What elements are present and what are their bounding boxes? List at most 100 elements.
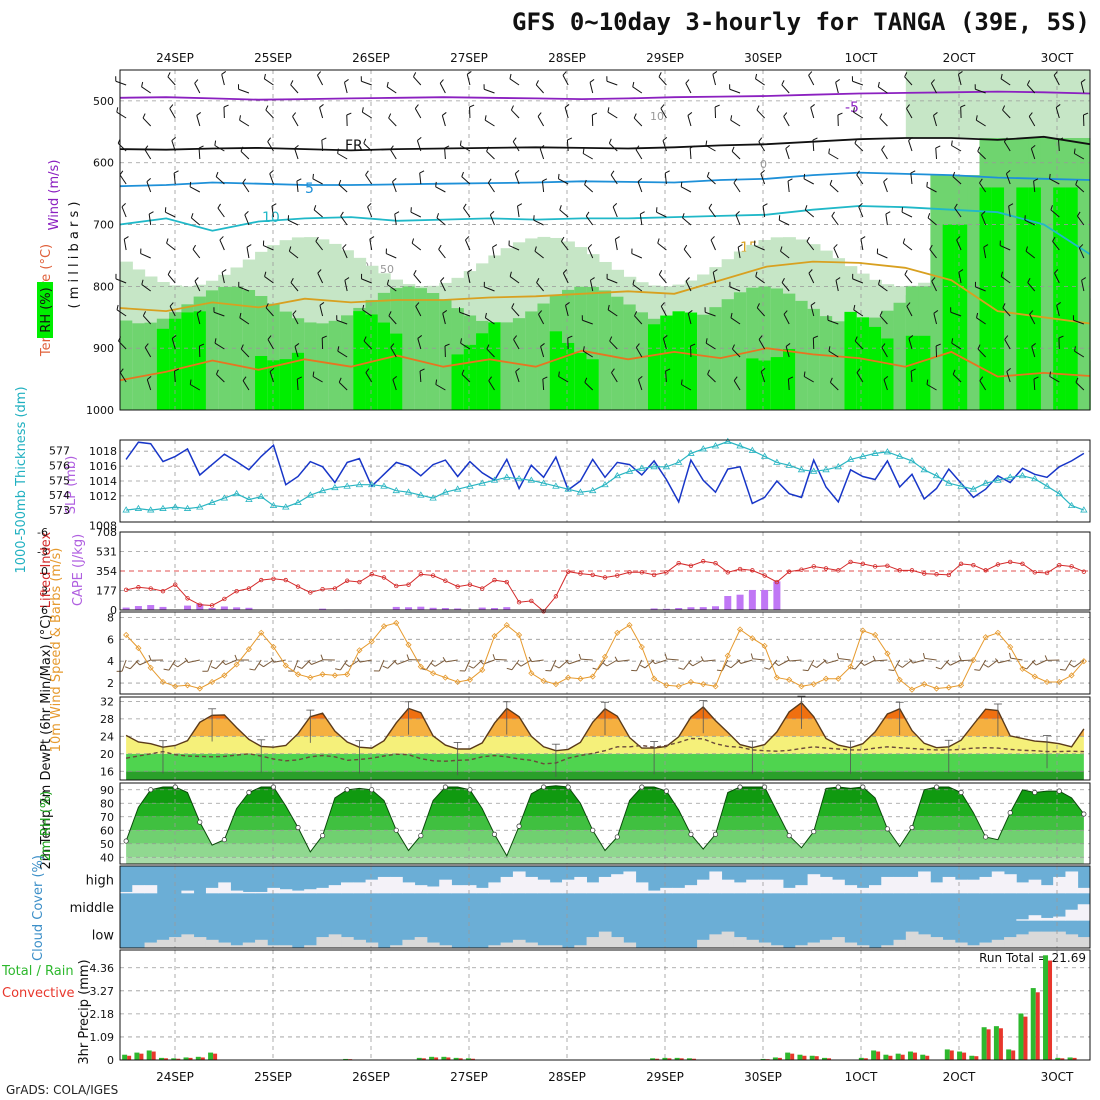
wind-barb — [614, 239, 618, 251]
rh-mid-cell — [893, 302, 907, 410]
wind-barb — [344, 280, 348, 292]
li-point — [615, 573, 620, 578]
wind-barb — [558, 178, 569, 185]
thickness-point — [994, 476, 1002, 483]
wind-barb-feather — [484, 312, 487, 318]
wind-barb-feather — [592, 112, 598, 116]
cloud-low-cell — [549, 945, 563, 948]
wind-barb-feather — [435, 181, 437, 187]
wind10m-barb — [464, 659, 471, 672]
wind-barb — [116, 111, 127, 119]
wind-barb-feather — [142, 113, 146, 119]
wind-barb-feather — [608, 138, 612, 144]
cloud-high-cell — [426, 886, 440, 894]
wind-barb — [166, 242, 176, 251]
rh2m-point — [860, 784, 866, 790]
precip-total-bar — [760, 1058, 766, 1060]
wind10m-barb-feather — [1008, 652, 1012, 659]
wind-barb-feather — [981, 211, 986, 216]
wind10m-barb-feather — [184, 657, 189, 663]
cloud-low-cell — [856, 945, 870, 948]
li-point — [197, 602, 203, 607]
wind-barb-feather — [173, 170, 179, 174]
rh2m-point — [442, 784, 448, 790]
thickness-point — [392, 486, 400, 494]
wind-barb — [983, 247, 987, 259]
wind-barb-feather — [632, 279, 635, 285]
wind-barb — [584, 184, 594, 193]
cloud-tick-low: low — [92, 928, 115, 943]
precip-total-bar — [895, 1053, 901, 1060]
thickness-point — [343, 482, 351, 489]
cloud-high-cell — [684, 885, 698, 894]
wind-barb-feather — [294, 145, 299, 149]
wind-barb — [219, 239, 225, 251]
wind10m-barb — [225, 659, 237, 666]
wind-barb — [1080, 82, 1085, 94]
cloud-low-cell — [242, 942, 256, 948]
wind-barb-feather — [440, 277, 445, 282]
wind-barb — [362, 309, 372, 317]
isotherm-15 — [119, 260, 1091, 325]
cape-tick: 708 — [96, 526, 117, 539]
wind-barb-feather — [239, 115, 242, 121]
date-label-bottom: 26SEP — [352, 1070, 390, 1084]
precip-conv-bar — [163, 1058, 168, 1060]
wind-barb — [756, 109, 765, 119]
precip-conv-bar — [200, 1057, 205, 1060]
wind-barb — [361, 80, 372, 86]
wind10m-barb-feather — [640, 664, 646, 669]
precip-conv-bar — [127, 1055, 132, 1060]
wind-barb — [115, 80, 127, 86]
li-cape-frame — [119, 531, 1091, 611]
precip-conv-bar — [1023, 1016, 1028, 1060]
rh-tower-core — [1016, 187, 1030, 410]
wind-barb-feather — [146, 178, 151, 183]
wind-barb — [415, 306, 422, 317]
wind-barb-feather — [976, 312, 979, 318]
wind-barb — [584, 381, 594, 391]
thickness-tick: 573 — [49, 504, 70, 517]
wind-barb — [460, 342, 471, 350]
wind-barb-feather — [933, 112, 938, 116]
pressure-tick: 500 — [93, 95, 114, 108]
wind10m-barb-feather — [320, 654, 324, 660]
wind-barb-feather — [589, 79, 595, 83]
wind-barb — [1027, 282, 1036, 292]
wind-barb-feather — [930, 79, 935, 84]
cloud-low-cell — [426, 942, 440, 948]
rh-high-cell — [488, 322, 502, 410]
cloud-high-cell — [1077, 887, 1091, 894]
cloud-low-cell — [598, 931, 612, 948]
li-point — [1020, 561, 1025, 567]
cloud-high-cell — [721, 879, 735, 894]
thickness-point — [171, 503, 179, 510]
wind10m-barb — [1026, 659, 1036, 670]
wind-barb-feather — [1027, 277, 1031, 283]
wind-barb — [977, 348, 986, 358]
li-label: Lifted Index — [39, 531, 54, 608]
cloud-low-cell — [169, 937, 182, 948]
wind10m-point — [1056, 678, 1063, 686]
li-point — [958, 561, 964, 567]
wind-barb-feather — [369, 236, 375, 240]
wind-barb — [294, 346, 299, 358]
wind-barb — [803, 376, 814, 383]
wind-barb — [760, 371, 766, 383]
precip-conv-bar — [176, 1058, 181, 1060]
wind-barb — [662, 338, 667, 350]
wind10m-barb — [1064, 659, 1073, 671]
wind-barb — [1054, 272, 1060, 284]
date-label-top: 3OCT — [1041, 51, 1074, 65]
wind-barb — [140, 253, 151, 259]
wind-barb-feather — [215, 369, 219, 375]
wind-barb — [1075, 184, 1085, 193]
wind-barb — [785, 148, 790, 160]
precip-total-bar — [907, 1051, 913, 1060]
wind-barb-feather — [810, 104, 815, 108]
wind-barb-feather — [960, 104, 966, 108]
wind-barb — [365, 372, 373, 383]
cape-bar — [159, 606, 167, 610]
wind-barb-feather — [611, 368, 615, 373]
wind-barb-feather — [983, 244, 989, 248]
